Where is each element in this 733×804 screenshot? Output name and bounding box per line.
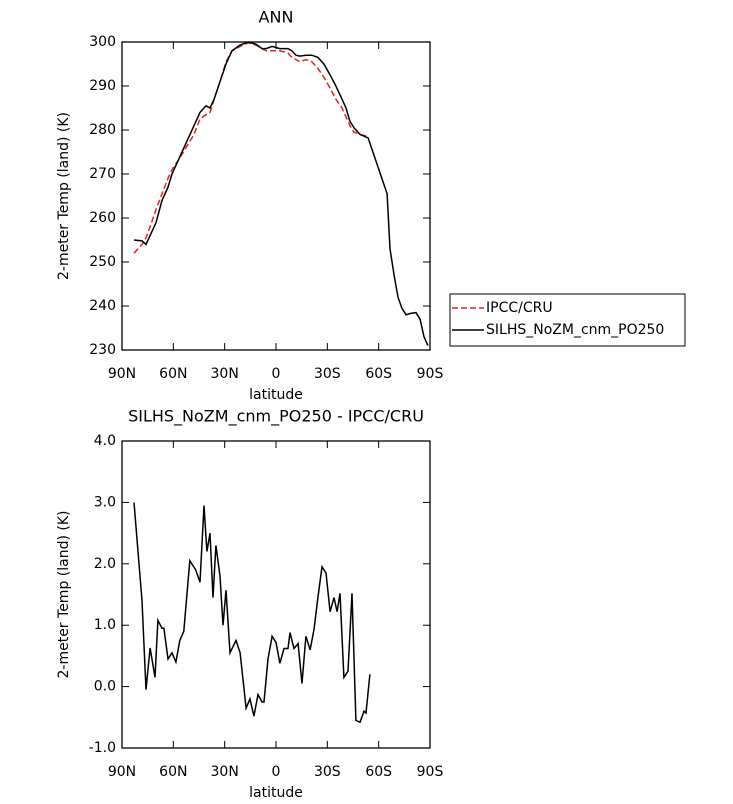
y-tick-label: 300 xyxy=(89,34,116,50)
y-tick-label: 240 xyxy=(89,298,116,314)
legend-label: IPCC/CRU xyxy=(486,300,553,316)
x-tick-label: 0 xyxy=(272,366,281,382)
y-tick-label: 230 xyxy=(89,342,116,358)
legend-label: SILHS_NoZM_cnm_PO250 xyxy=(486,322,664,338)
y-tick-label: 2.0 xyxy=(94,556,116,572)
x-tick-label: 60S xyxy=(365,366,392,382)
y-tick-label: -1.0 xyxy=(89,740,116,756)
y-tick-label: 250 xyxy=(89,254,116,270)
x-tick-label: 90S xyxy=(417,764,444,780)
y-axis-label: 2-meter Temp (land) (K) xyxy=(56,112,72,280)
plot-frame xyxy=(121,440,431,749)
chart-title: ANN xyxy=(259,8,294,27)
x-tick-label: 60N xyxy=(159,764,187,780)
x-tick-label: 0 xyxy=(272,764,281,780)
x-axis-label: latitude xyxy=(249,785,303,801)
series-line xyxy=(133,502,371,724)
y-tick-label: 0.0 xyxy=(94,679,116,695)
x-tick-label: 30N xyxy=(211,366,239,382)
plot-frame xyxy=(121,41,431,351)
y-tick-label: 270 xyxy=(89,166,116,182)
y-tick-label: 4.0 xyxy=(94,433,116,449)
y-tick-label: 280 xyxy=(89,122,116,138)
y-axis-label: 2-meter Temp (land) (K) xyxy=(56,511,72,679)
legend-frame xyxy=(449,293,686,347)
x-tick-label: 60N xyxy=(159,366,187,382)
x-tick-label: 60S xyxy=(365,764,392,780)
x-tick-label: 30S xyxy=(314,366,341,382)
x-tick-label: 30N xyxy=(211,764,239,780)
x-tick-label: 30S xyxy=(314,764,341,780)
series-line xyxy=(133,41,429,346)
x-axis-label: latitude xyxy=(249,387,303,403)
x-tick-label: 90N xyxy=(108,366,136,382)
series-line xyxy=(133,42,369,254)
y-tick-label: 290 xyxy=(89,78,116,94)
y-tick-label: 1.0 xyxy=(94,617,116,633)
y-tick-label: 3.0 xyxy=(94,494,116,510)
y-tick-label: 260 xyxy=(89,210,116,226)
x-tick-label: 90S xyxy=(417,366,444,382)
x-tick-label: 90N xyxy=(108,764,136,780)
chart-title: SILHS_NoZM_cnm_PO250 - IPCC/CRU xyxy=(128,407,424,427)
